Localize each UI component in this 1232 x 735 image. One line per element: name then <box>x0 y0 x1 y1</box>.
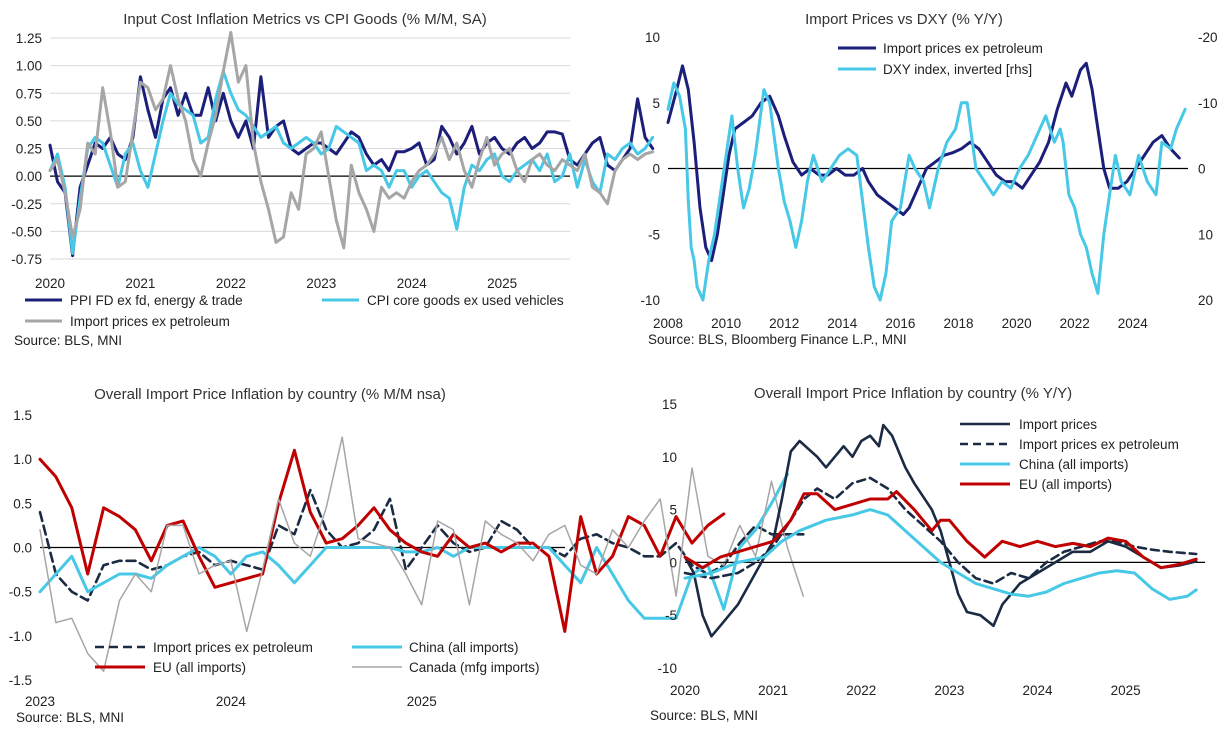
x-tick-label: 2021 <box>125 276 155 291</box>
y-tick-label: 1.00 <box>16 59 42 74</box>
legend-label-ppi: PPI FD ex fd, energy & trade <box>70 293 243 308</box>
x-tick-label: 2024 <box>1023 683 1054 698</box>
y-tick-label: 10 <box>662 450 677 465</box>
x-tick-label: 2010 <box>711 316 741 331</box>
y-right-tick-label: -10 <box>1198 96 1218 111</box>
y-tick-label: 1.25 <box>16 31 42 46</box>
chart-title: Input Cost Inflation Metrics vs CPI Good… <box>123 11 486 28</box>
y-tick-label: 0.0 <box>13 541 32 556</box>
x-tick-label: 2025 <box>407 694 437 709</box>
legend-label-eu: EU (all imports) <box>1019 477 1112 492</box>
legend-label-import-ex: Import prices ex petroleum <box>1019 437 1179 452</box>
legend: Import prices Import prices ex petroleum… <box>960 417 1179 492</box>
series-line-eu-all-imports <box>38 448 726 633</box>
y-tick-label: -5 <box>648 227 660 242</box>
series-line-china-all-imports <box>683 508 1198 601</box>
legend-label-import: Import prices ex petroleum <box>70 314 230 329</box>
y-tick-label: 0.50 <box>16 114 42 129</box>
y-tick-label: 15 <box>662 397 677 412</box>
x-tick-label: 2022 <box>846 683 876 698</box>
series-line-dxy-index-inverted-rhs <box>666 81 1187 302</box>
x-tick-label: 2022 <box>216 276 246 291</box>
chart-title: Import Prices vs DXY (% Y/Y) <box>805 11 1003 28</box>
chart-panel-country-yy: Overall Import Price Inflation by countr… <box>650 385 1205 723</box>
legend-label-import: Import prices ex petroleum <box>153 640 313 655</box>
x-tick-label: 2025 <box>1111 683 1141 698</box>
source-note: Source: BLS, MNI <box>650 708 758 723</box>
y-tick-label: -1.0 <box>9 629 32 644</box>
y-right-tick-label: 20 <box>1198 293 1213 308</box>
y-tick-label: -0.50 <box>11 224 42 239</box>
x-tick-label: 2018 <box>943 316 973 331</box>
legend-label-cpi: CPI core goods ex used vehicles <box>367 293 564 308</box>
y-tick-label: -0.75 <box>11 252 42 267</box>
x-tick-label: 2023 <box>934 683 964 698</box>
y-tick-label: 0.25 <box>16 142 42 157</box>
series-line-import-prices-ex-petroleum <box>48 31 655 250</box>
y-right-tick-label: 10 <box>1198 227 1213 242</box>
y-tick-label: 5 <box>652 96 660 111</box>
source-note: Source: BLS, Bloomberg Finance L.P., MNI <box>648 332 907 347</box>
chart-panel-country-mm: Overall Import Price Inflation by countr… <box>9 386 805 725</box>
x-tick-label: 2012 <box>769 316 799 331</box>
y-tick-label: -0.25 <box>11 197 42 212</box>
y-tick-label: -5 <box>665 608 677 623</box>
chart-title: Overall Import Price Inflation by countr… <box>94 386 446 403</box>
chart-panel-import-dxy: Import Prices vs DXY (% Y/Y) -10 -5 0 5 10 2… <box>640 11 1217 347</box>
legend-label-eu: EU (all imports) <box>153 660 246 675</box>
series-line-canada-mfg-imports <box>39 436 805 672</box>
y-tick-label: 0.00 <box>16 169 42 184</box>
series-line-ppi-fd-ex-fd-energy-trade <box>48 75 655 258</box>
legend: Import prices ex petroleum China (all im… <box>95 640 540 675</box>
legend-label-import: Import prices ex petroleum <box>883 41 1043 56</box>
x-tick-label: 2022 <box>1060 316 1090 331</box>
y-tick-label: 5 <box>669 503 677 518</box>
y-right-tick-label: -20 <box>1198 30 1218 45</box>
x-tick-label: 2023 <box>306 276 336 291</box>
x-tick-label: 2020 <box>670 683 700 698</box>
y-tick-label: 1.0 <box>13 452 32 467</box>
legend: Import prices ex petroleum DXY index, in… <box>838 41 1043 77</box>
legend-label-dxy: DXY index, inverted [rhs] <box>883 62 1032 77</box>
y-tick-label: 10 <box>645 30 660 45</box>
chart-panel-input-cost: Input Cost Inflation Metrics vs CPI Good… <box>11 11 655 348</box>
x-tick-label: 2020 <box>1002 316 1032 331</box>
y-tick-label: 1.5 <box>13 408 32 423</box>
series-line-cpi-core-goods-ex-used-vehicles <box>48 69 655 255</box>
x-tick-label: 2025 <box>487 276 517 291</box>
y-tick-label: -10 <box>657 661 677 676</box>
series-line-eu-all-imports <box>683 490 1198 570</box>
series-line-china-all-imports <box>38 472 789 620</box>
y-tick-label: 0 <box>652 162 660 177</box>
x-tick-label: 2016 <box>885 316 915 331</box>
y-tick-label: 0.5 <box>13 496 32 511</box>
y-right-tick-label: 0 <box>1198 162 1206 177</box>
legend-label-china: China (all imports) <box>409 640 519 655</box>
y-tick-label: -1.5 <box>9 673 32 688</box>
y-tick-label: 0 <box>669 555 677 570</box>
source-note: Source: BLS, MNI <box>14 333 122 348</box>
y-tick-label: -10 <box>640 293 660 308</box>
legend-label-china: China (all imports) <box>1019 457 1129 472</box>
y-tick-label: 0.75 <box>16 86 42 101</box>
legend-label-import: Import prices <box>1019 417 1097 432</box>
x-tick-label: 2024 <box>397 276 428 291</box>
source-note: Source: BLS, MNI <box>16 710 124 725</box>
legend-label-canada: Canada (mfg imports) <box>409 660 540 675</box>
x-tick-label: 2008 <box>653 316 683 331</box>
y-tick-label: -0.5 <box>9 585 32 600</box>
series-line-import-prices-ex-petroleum <box>666 61 1181 263</box>
x-tick-label: 2024 <box>1118 316 1149 331</box>
x-tick-label: 2014 <box>827 316 858 331</box>
x-tick-label: 2024 <box>216 694 247 709</box>
chart-title: Overall Import Price Inflation by countr… <box>754 385 1072 402</box>
x-tick-label: 2023 <box>25 694 55 709</box>
legend: PPI FD ex fd, energy & trade CPI core go… <box>25 293 564 329</box>
x-tick-label: 2021 <box>758 683 788 698</box>
x-tick-label: 2020 <box>35 276 65 291</box>
